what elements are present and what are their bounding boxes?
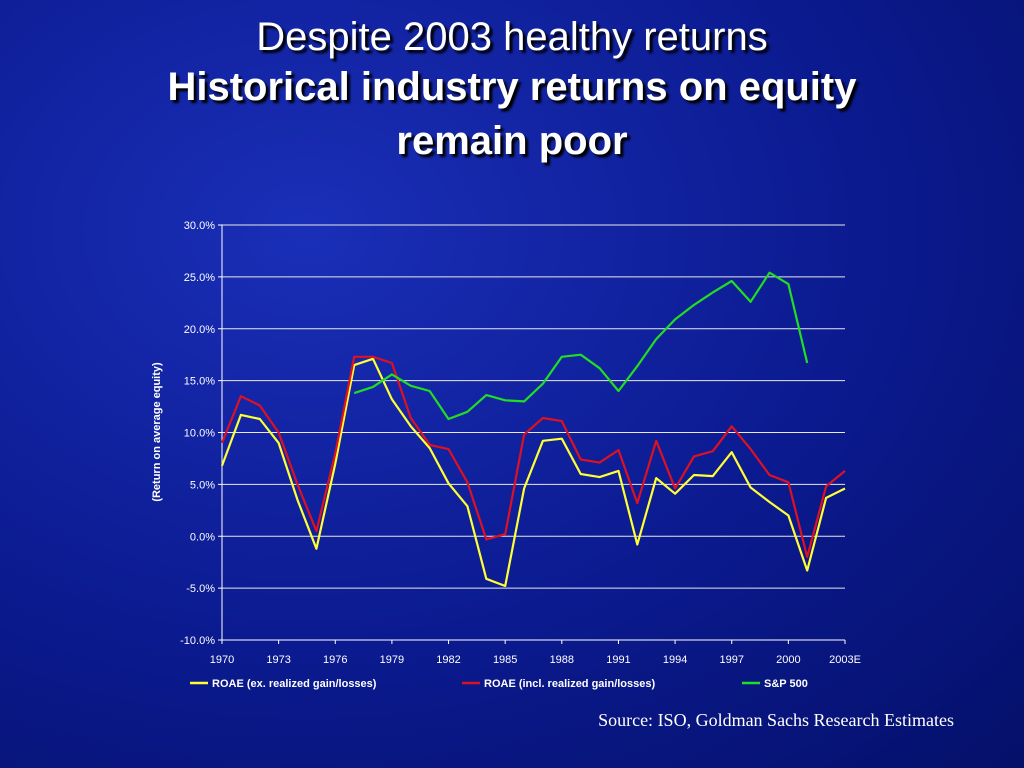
series-line-2 bbox=[220, 355, 846, 559]
y-tick-label: 25.0% bbox=[184, 272, 215, 284]
series-line-3 bbox=[353, 271, 809, 421]
x-tick-labels: 1970 1973 1976 1979 1982 1985 1988 1991 1994 1997… bbox=[210, 654, 861, 666]
x-tick-label: 1997 bbox=[719, 654, 743, 666]
y-tick-label: 10.0% bbox=[184, 428, 215, 440]
y-tick-label: -5.0% bbox=[186, 583, 215, 595]
y-tick-labels: -10.0% -5.0% 0.0% 5.0% 10.0% 15.0% 20.0% 25.0% 3… bbox=[180, 220, 215, 647]
x-tick-label: 1970 bbox=[210, 654, 234, 666]
legend-label: ROAE (ex. realized gain/losses) bbox=[212, 678, 377, 690]
y-tick-label: 20.0% bbox=[184, 324, 215, 336]
x-tick-label: 2003E bbox=[829, 654, 861, 666]
x-tick-label: 1994 bbox=[663, 654, 687, 666]
x-tick-label: 1979 bbox=[380, 654, 404, 666]
source-note: Source: ISO, Goldman Sachs Research Esti… bbox=[598, 710, 954, 730]
legend-label: S&P 500 bbox=[764, 678, 808, 690]
y-tick-label: 30.0% bbox=[184, 220, 215, 232]
title-line-3: remain poor bbox=[396, 119, 628, 163]
x-tick-label: 1973 bbox=[266, 654, 290, 666]
x-tick-label: 1982 bbox=[436, 654, 460, 666]
y-tick-label: -10.0% bbox=[180, 635, 215, 647]
axes bbox=[218, 224, 846, 644]
y-tick-label: 15.0% bbox=[184, 376, 215, 388]
x-tick-label: 1988 bbox=[550, 654, 574, 666]
title-line-2: Historical industry returns on equity bbox=[167, 65, 857, 109]
x-tick-label: 1976 bbox=[323, 654, 347, 666]
gridlines bbox=[222, 224, 845, 641]
y-axis-label: (Return on average equity) bbox=[151, 362, 163, 502]
y-tick-label: 0.0% bbox=[190, 531, 215, 543]
legend: ROAE (ex. realized gain/losses) ROAE (inc… bbox=[190, 678, 808, 690]
y-tick-label: 5.0% bbox=[190, 479, 215, 491]
x-tick-label: 1991 bbox=[606, 654, 630, 666]
x-tick-label: 2000 bbox=[776, 654, 800, 666]
slide-title: Despite 2003 healthy returns Historical … bbox=[0, 14, 1024, 168]
series-lines bbox=[220, 271, 846, 588]
title-line-1: Despite 2003 healthy returns bbox=[256, 15, 768, 59]
series-line-1 bbox=[220, 357, 846, 588]
legend-label: ROAE (incl. realized gain/losses) bbox=[484, 678, 655, 690]
x-tick-label: 1985 bbox=[493, 654, 517, 666]
